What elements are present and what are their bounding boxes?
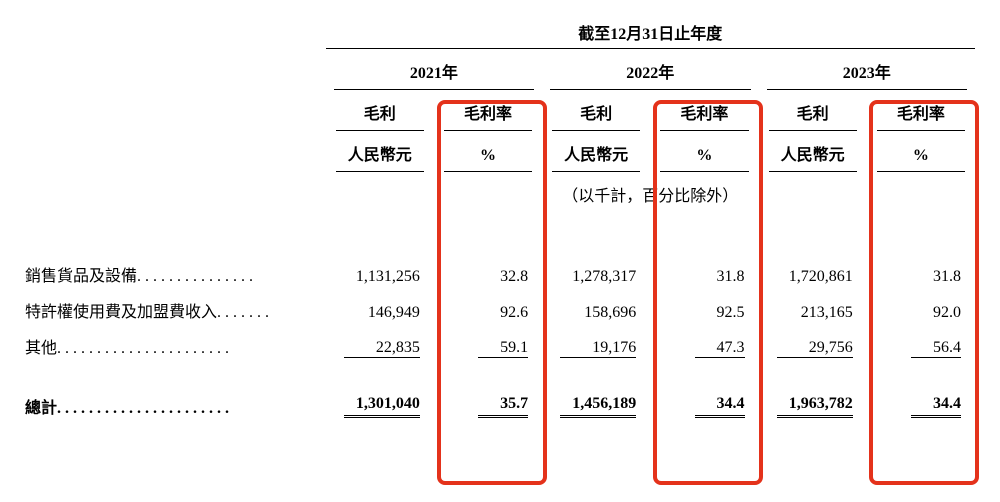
cell: 1,131,256 xyxy=(326,256,434,292)
cell: 56.4 xyxy=(867,328,975,364)
year-header-2021: 2021年 xyxy=(326,49,542,90)
col-profit-2021: 毛利 xyxy=(326,90,434,130)
year-header-2023: 2023年 xyxy=(759,49,976,90)
super-header: 截至12月31日止年度 xyxy=(326,20,975,49)
cell: 34.4 xyxy=(650,364,758,418)
cell: 1,301,040 xyxy=(326,364,434,418)
row-label: 銷售貨品及設備 xyxy=(25,268,137,285)
cell: 1,963,782 xyxy=(759,364,867,418)
table-row: 其他 . . . . . . . . . . . . . . . . . . .… xyxy=(25,328,975,364)
cell: 31.8 xyxy=(867,256,975,292)
unit-profit-2021: 人民幣元 xyxy=(326,131,434,171)
unit-profit-2023: 人民幣元 xyxy=(759,131,867,171)
cell: 213,165 xyxy=(759,292,867,328)
cell: 22,835 xyxy=(326,328,434,364)
unit-margin-2023: % xyxy=(867,131,975,171)
col-profit-2023: 毛利 xyxy=(759,90,867,130)
table-row: 特許權使用費及加盟費收入. . . . . . . 146,949 92.6 1… xyxy=(25,292,975,328)
table-row: 銷售貨品及設備 . . . . . . . . . . . . . . . 1,… xyxy=(25,256,975,292)
unit-profit-2022: 人民幣元 xyxy=(542,131,650,171)
row-label: 其他 xyxy=(25,340,57,357)
cell: 146,949 xyxy=(326,292,434,328)
col-margin-2023: 毛利率 xyxy=(867,90,975,130)
units-note: （以千計，百分比除外） xyxy=(326,172,975,256)
year-header-2022: 2022年 xyxy=(542,49,758,90)
cell: 47.3 xyxy=(650,328,758,364)
cell: 1,720,861 xyxy=(759,256,867,292)
cell: 31.8 xyxy=(650,256,758,292)
cell: 29,756 xyxy=(759,328,867,364)
col-margin-2021: 毛利率 xyxy=(434,90,542,130)
col-margin-2022: 毛利率 xyxy=(650,90,758,130)
total-row: 總計 . . . . . . . . . . . . . . . . . . .… xyxy=(25,364,975,418)
unit-margin-2022: % xyxy=(650,131,758,171)
cell: 92.5 xyxy=(650,292,758,328)
gross-profit-table: 截至12月31日止年度 2021年 2022年 2023年 毛利 毛利率 毛利 … xyxy=(25,20,975,418)
cell: 158,696 xyxy=(542,292,650,328)
row-label: 特許權使用費及加盟費收入 xyxy=(25,304,217,321)
cell: 19,176 xyxy=(542,328,650,364)
cell: 32.8 xyxy=(434,256,542,292)
unit-margin-2021: % xyxy=(434,131,542,171)
cell: 34.4 xyxy=(867,364,975,418)
col-profit-2022: 毛利 xyxy=(542,90,650,130)
cell: 1,456,189 xyxy=(542,364,650,418)
cell: 59.1 xyxy=(434,328,542,364)
cell: 92.0 xyxy=(867,292,975,328)
cell: 1,278,317 xyxy=(542,256,650,292)
cell: 92.6 xyxy=(434,292,542,328)
cell: 35.7 xyxy=(434,364,542,418)
row-label: 總計 xyxy=(25,400,57,417)
